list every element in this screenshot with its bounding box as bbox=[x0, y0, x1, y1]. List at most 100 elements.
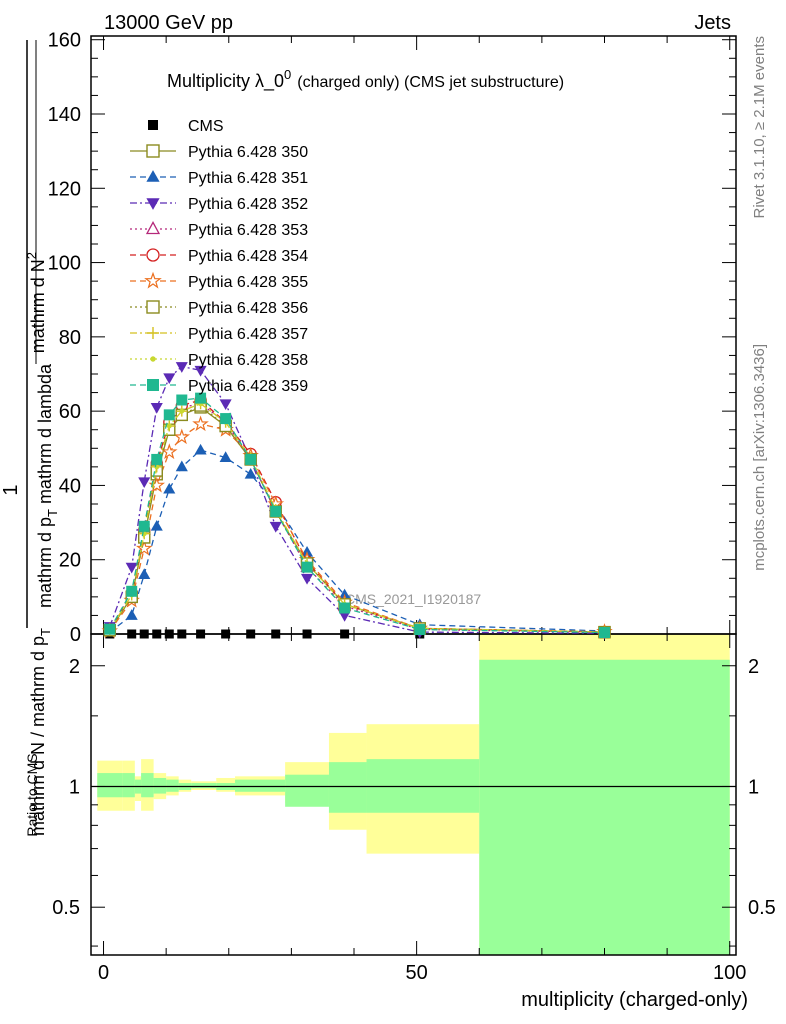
legend-entry: Pythia 6.428 356 bbox=[130, 300, 308, 317]
ylabel-num-a: mathrm d N bbox=[28, 259, 48, 353]
data-point bbox=[138, 520, 150, 532]
data-point bbox=[147, 379, 159, 391]
data-point bbox=[150, 356, 156, 362]
series-line bbox=[109, 404, 605, 633]
data-point bbox=[196, 629, 206, 639]
data-point bbox=[175, 362, 188, 373]
data-point bbox=[150, 403, 163, 414]
xtick-label: 0 bbox=[98, 962, 109, 984]
data-point bbox=[125, 562, 138, 574]
data-point bbox=[138, 477, 151, 489]
legend: CMS Pythia 6.428 350 Pythia 6.428 351 Pythi… bbox=[130, 118, 308, 395]
series bbox=[103, 443, 611, 637]
legend-entry: Pythia 6.428 357 bbox=[130, 326, 308, 343]
main-series bbox=[101, 362, 613, 640]
data-point bbox=[146, 144, 160, 158]
data-point bbox=[194, 365, 207, 377]
main-ytick-label: 120 bbox=[48, 178, 81, 200]
data-point bbox=[126, 585, 138, 597]
ratio-band-green bbox=[479, 659, 730, 955]
data-point bbox=[414, 624, 426, 636]
ylabel-num-sup: 2 bbox=[24, 252, 39, 259]
rivet-label: Rivet 3.1.10, ≥ 2.1M events bbox=[751, 36, 768, 219]
main-ytick-label: 80 bbox=[59, 327, 81, 349]
ratio-ytick-label: 0.5 bbox=[52, 897, 80, 919]
data-point bbox=[173, 428, 191, 445]
ylabel-inner-b: mathrm d lambda bbox=[35, 363, 55, 509]
main-ytick-label: 140 bbox=[48, 104, 81, 126]
legend-entry: Pythia 6.428 353 bbox=[130, 221, 308, 239]
legend-label: Pythia 6.428 359 bbox=[188, 378, 308, 395]
legend-label: Pythia 6.428 358 bbox=[188, 352, 308, 369]
main-title: Multiplicity λ_00 (charged only) (CMS jet… bbox=[167, 67, 564, 92]
main-ytick-label: 40 bbox=[59, 475, 81, 497]
data-point bbox=[146, 198, 160, 210]
data-point bbox=[104, 623, 116, 635]
legend-label: CMS bbox=[188, 118, 224, 135]
data-point bbox=[176, 394, 188, 406]
main-title-sup: 0 bbox=[284, 67, 291, 82]
series-line bbox=[109, 403, 605, 633]
xlabel: multiplicity (charged-only) bbox=[521, 989, 748, 1011]
data-point bbox=[163, 482, 176, 494]
legend-entry: Pythia 6.428 351 bbox=[130, 170, 308, 187]
legend-entry: Pythia 6.428 358 bbox=[130, 352, 308, 369]
header-category: Jets bbox=[694, 12, 731, 34]
xtick-label: 100 bbox=[713, 962, 746, 984]
main-axis: 0 20 40 60 80 100 120 140 160 bbox=[48, 30, 737, 646]
series-line bbox=[109, 365, 605, 634]
analysis-watermark: CMS_2021_I1920187 bbox=[345, 591, 481, 607]
data-point bbox=[127, 629, 137, 639]
main-ytick-label: 20 bbox=[59, 550, 81, 572]
legend-entry: CMS bbox=[148, 118, 224, 135]
main-title-suffix: (charged only) (CMS jet substructure) bbox=[297, 74, 564, 91]
data-point bbox=[146, 170, 160, 182]
data-point bbox=[192, 415, 209, 432]
ratio-band-green bbox=[191, 783, 217, 789]
ylabel-inner-denominator: mathrm d pT mathrm d lambda bbox=[35, 363, 60, 608]
data-point bbox=[177, 629, 187, 639]
ratio-band-green bbox=[153, 777, 167, 794]
data-point bbox=[270, 505, 282, 517]
ylabel-numerator: mathrm d N2 bbox=[24, 252, 48, 353]
ratio-band-green bbox=[235, 779, 286, 792]
ylabel-inner-sub: T bbox=[45, 509, 60, 517]
data-point bbox=[175, 460, 188, 472]
data-point bbox=[164, 629, 174, 639]
data-point bbox=[144, 271, 162, 289]
data-point bbox=[221, 629, 231, 639]
ratio-ytick-label: 0.5 bbox=[748, 897, 776, 919]
ratio-band-green bbox=[122, 773, 135, 798]
ratio-ytick-label: 2 bbox=[69, 656, 80, 678]
data-point bbox=[220, 413, 232, 425]
main-ytick-label: 100 bbox=[48, 253, 81, 275]
data-point bbox=[244, 467, 257, 479]
data-point bbox=[151, 453, 163, 465]
legend-entry: Pythia 6.428 355 bbox=[130, 271, 308, 291]
main-ytick-label: 0 bbox=[70, 624, 81, 646]
data-point bbox=[269, 521, 282, 533]
series-line bbox=[109, 449, 605, 633]
data-point bbox=[146, 300, 160, 314]
ratio-band-green bbox=[97, 773, 123, 798]
mcplots-label: mcplots.cern.ch [arXiv:1306.3436] bbox=[751, 344, 768, 571]
legend-entry: Pythia 6.428 354 bbox=[130, 248, 308, 265]
data-point bbox=[302, 629, 312, 639]
data-point bbox=[138, 568, 151, 579]
legend-label: Pythia 6.428 355 bbox=[188, 274, 308, 291]
data-point bbox=[148, 120, 158, 130]
data-point bbox=[195, 392, 207, 404]
data-point bbox=[150, 519, 163, 531]
legend-entry: Pythia 6.428 350 bbox=[130, 144, 308, 161]
legend-entry: Pythia 6.428 352 bbox=[130, 196, 308, 213]
data-point bbox=[219, 451, 232, 462]
ylabel-denom-sub: T bbox=[38, 628, 53, 636]
ylabel-denominator: mathrm d N / mathrm d pT bbox=[28, 628, 53, 836]
data-point bbox=[146, 248, 160, 262]
data-point bbox=[300, 573, 314, 585]
data-point bbox=[246, 629, 256, 639]
data-point bbox=[245, 453, 257, 465]
xtick-label: 50 bbox=[406, 962, 428, 984]
legend-label: Pythia 6.428 352 bbox=[188, 196, 308, 213]
